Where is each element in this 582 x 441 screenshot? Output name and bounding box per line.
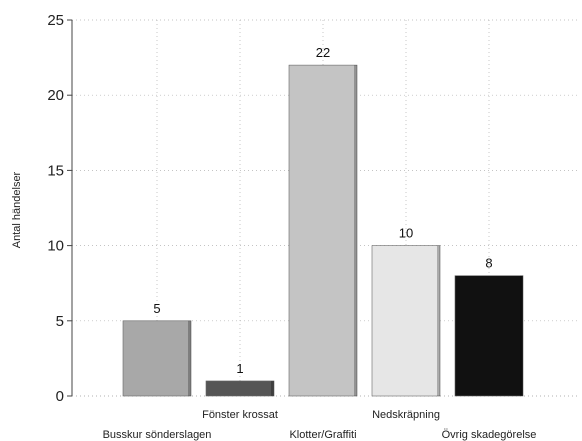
bars <box>122 64 524 397</box>
bar-edge <box>354 65 357 397</box>
data-label: 5 <box>153 301 160 316</box>
bar <box>205 380 275 397</box>
category-label: Fönster krossat <box>202 409 278 421</box>
y-tick-label: 20 <box>47 87 64 104</box>
data-label: 22 <box>316 45 330 60</box>
bar-edge <box>271 380 274 396</box>
bar-edge <box>188 320 191 396</box>
category-label: Klotter/Graffiti <box>289 429 356 441</box>
category-label: Busskur sönderslagen <box>103 429 212 441</box>
y-axis-label: Antal händelser <box>11 171 23 248</box>
data-label: 1 <box>236 361 243 376</box>
category-label: Nedskräpning <box>372 409 440 421</box>
bar-edge <box>437 245 440 396</box>
bar <box>454 275 524 397</box>
category-label: Övrig skadegörelse <box>442 429 537 441</box>
y-tick-label: 25 <box>47 12 64 29</box>
bar-edge <box>520 275 523 396</box>
y-tick-label: 0 <box>56 388 64 405</box>
data-label: 10 <box>399 226 413 241</box>
bar <box>122 320 192 397</box>
y-tick-label: 5 <box>56 313 64 330</box>
data-label: 8 <box>485 256 492 271</box>
category-labels: Busskur sönderslagen Fönster krossat Klott… <box>103 409 537 441</box>
y-tick-label: 15 <box>47 162 64 179</box>
y-tick-label: 10 <box>47 238 64 255</box>
y-tick-labels: 0 5 10 15 20 25 <box>47 12 64 405</box>
bar <box>288 64 358 397</box>
bar <box>371 245 441 397</box>
data-labels: 5 1 22 10 8 <box>153 45 492 376</box>
